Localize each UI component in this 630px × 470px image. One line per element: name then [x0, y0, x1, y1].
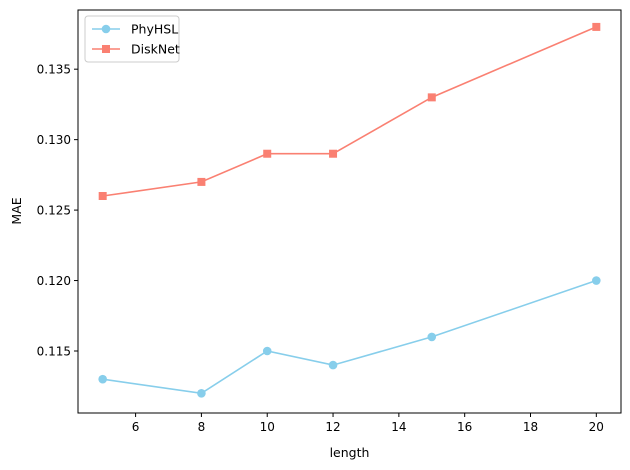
legend: PhyHSL DiskNet [84, 15, 180, 63]
y-tick-label: 0.135 [37, 62, 71, 76]
y-tick-label: 0.120 [37, 274, 71, 288]
data-point-disknet [329, 149, 338, 158]
data-point-disknet [98, 192, 107, 200]
x-axis: 6 8 10 12 14 16 18 20 [132, 413, 604, 434]
series-line-phyhsl [102, 279, 597, 395]
data-point-phyhsl [427, 332, 437, 342]
y-axis: 0.115 0.120 0.125 0.130 0.135 [37, 62, 78, 358]
data-point-phyhsl [592, 276, 601, 285]
data-point-phyhsl [197, 388, 206, 398]
legend-label: DiskNet [131, 42, 180, 57]
x-tick-label: 20 [589, 420, 604, 434]
x-axis-label: length [330, 445, 370, 460]
plot-frame [77, 9, 622, 414]
x-tick-label: 12 [325, 420, 340, 434]
legend-label: PhyHSL [131, 22, 178, 37]
data-point-phyhsl [328, 360, 338, 370]
series-line-disknet [102, 26, 597, 197]
data-point-disknet [197, 177, 206, 186]
x-tick-label: 18 [523, 420, 538, 434]
series-layer [98, 22, 601, 398]
y-axis-label: MAE [9, 197, 24, 224]
legend-marker [102, 45, 110, 53]
x-tick-label: 14 [391, 420, 406, 434]
y-tick-label: 0.115 [37, 344, 71, 358]
y-tick-label: 0.125 [37, 203, 71, 217]
y-tick-label: 0.130 [37, 133, 71, 147]
x-tick-label: 10 [260, 420, 275, 434]
data-point-disknet [263, 149, 272, 158]
data-point-disknet [427, 93, 436, 102]
data-point-phyhsl [98, 374, 107, 384]
data-point-disknet [592, 22, 601, 31]
x-tick-label: 16 [457, 420, 472, 434]
x-tick-label: 8 [198, 420, 206, 434]
data-point-phyhsl [262, 346, 272, 356]
legend-marker [101, 24, 111, 34]
x-tick-label: 6 [132, 420, 140, 434]
